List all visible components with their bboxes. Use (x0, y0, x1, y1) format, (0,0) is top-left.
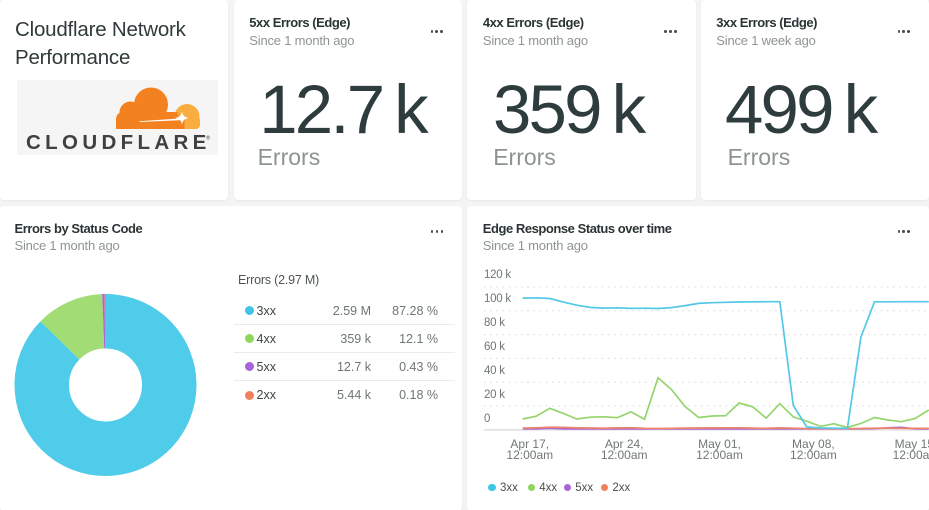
svg-text:CLOUDFLARE: CLOUDFLARE (26, 131, 211, 154)
svg-text:®: ® (206, 135, 210, 142)
